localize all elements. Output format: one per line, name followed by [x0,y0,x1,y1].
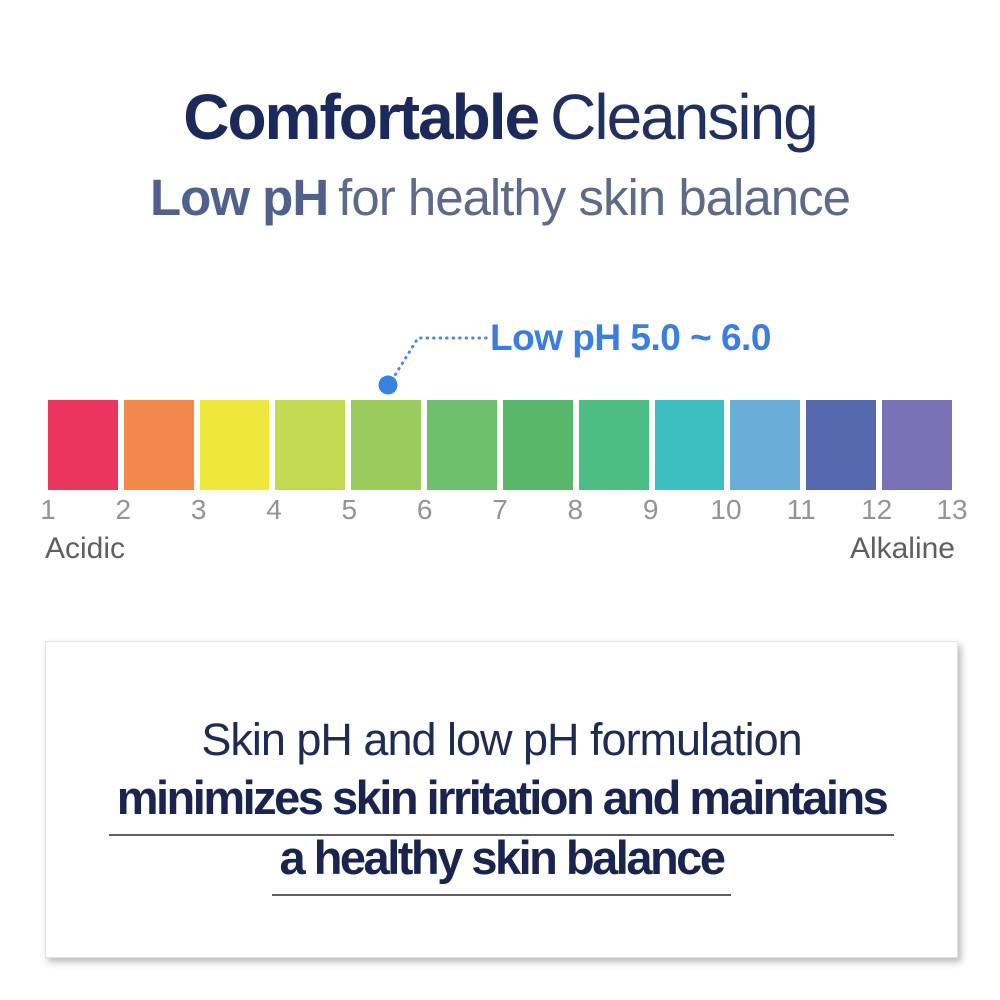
ph-tick-6: 6 [416,494,433,525]
ph-block-1 [48,400,118,490]
ph-block-10 [730,400,801,490]
ph-block-4 [275,400,346,490]
ph-block-12 [882,400,952,490]
ph-tick-3: 3 [190,494,207,525]
info-box: Skin pH and low pH formulation minimizes… [45,641,958,958]
callout-leader-icon [378,336,492,395]
ph-tick-8: 8 [567,494,584,525]
ph-tick-10: 10 [710,494,742,525]
main-title-regular: Cleansing [550,81,819,153]
ph-block-9 [654,400,725,490]
ph-tick-7: 7 [492,494,508,525]
ph-scale-blocks [48,400,952,490]
ph-tick-12: 12 [861,494,893,525]
acidic-label: Acidic [45,532,126,565]
ph-block-6 [427,400,497,490]
info-line-3: a healthy skin balance [46,830,957,896]
ph-block-3 [199,400,270,490]
ph-tick-2: 2 [115,494,132,525]
subtitle: Low pH for healthy skin balance [0,168,1000,227]
info-line-3-text: a healthy skin balance [271,830,732,896]
subtitle-regular: for healthy skin balance [338,169,851,226]
subtitle-bold: Low pH [150,169,329,226]
ph-tick-11: 11 [786,494,816,525]
ph-tick-5: 5 [341,494,358,525]
alkaline-label: Alkaline [849,532,955,565]
main-title-bold: Comfortable [183,81,540,153]
ph-block-8 [578,400,649,490]
ph-tick-13: 13 [936,494,968,525]
ph-tick-4: 4 [266,494,282,525]
ph-block-7 [502,400,573,490]
ph-block-2 [123,400,194,490]
main-title: Comfortable Cleansing [0,80,1000,154]
info-line-2: minimizes skin irritation and maintains [46,770,957,836]
info-line-1: Skin pH and low pH formulation [201,714,802,765]
callout-label: Low pH 5.0 ~ 6.0 [490,317,771,358]
ph-block-5 [351,400,422,490]
ph-tick-9: 9 [642,494,659,525]
ph-tick-1: 1 [40,494,56,525]
info-line-2-text: minimizes skin irritation and maintains [108,770,895,836]
ph-block-11 [806,400,877,490]
ph-scale-ticks: 1 2 3 4 5 6 7 8 9 10 11 12 13 [40,494,967,525]
